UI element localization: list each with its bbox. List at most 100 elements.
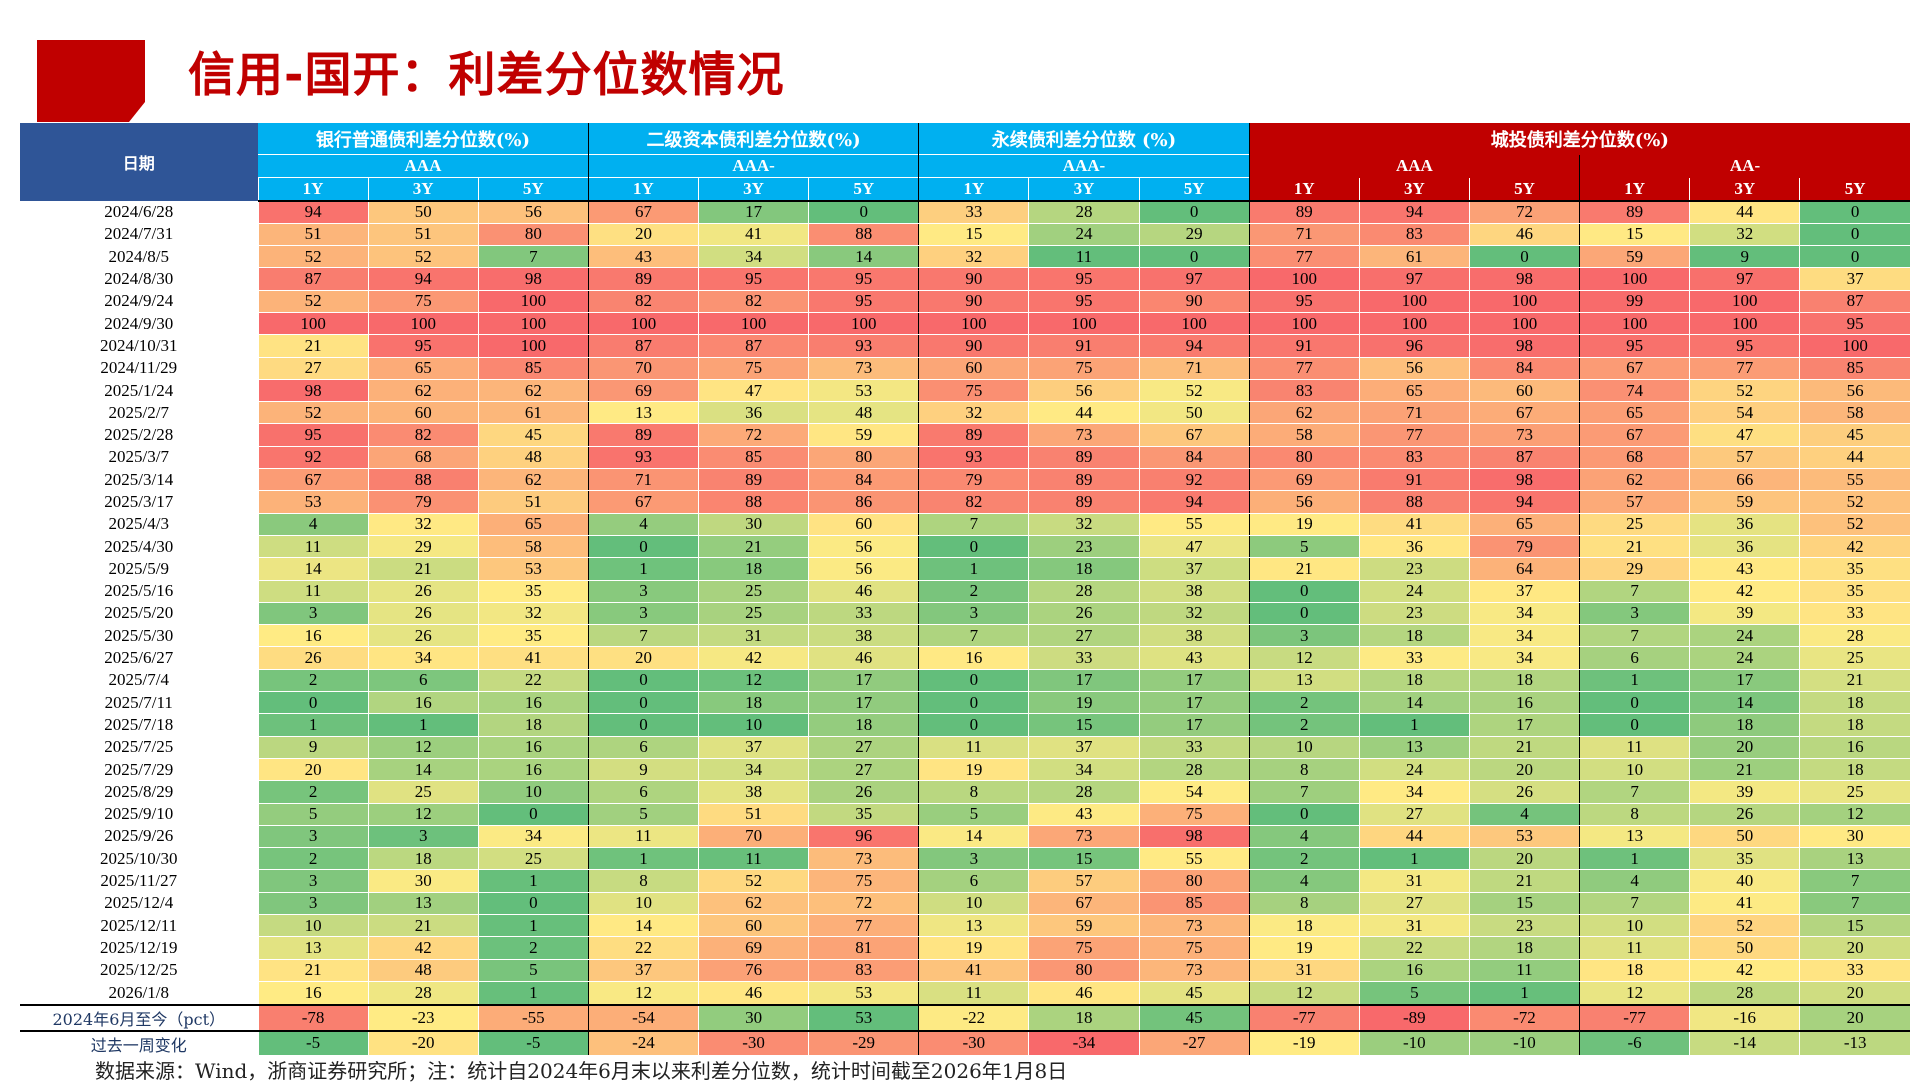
percentile-cell: 42 <box>1689 580 1800 603</box>
change-cell: -55 <box>477 1003 589 1032</box>
percentile-cell: 10 <box>1248 736 1360 759</box>
row-date: 2025/6/27 <box>20 646 258 670</box>
percentile-cell: 20 <box>587 646 699 670</box>
percentile-cell: 58 <box>1248 423 1360 447</box>
percentile-cell: 91 <box>1028 334 1140 358</box>
percentile-cell: 36 <box>1689 535 1800 559</box>
date-column-header: 日期 <box>20 123 258 201</box>
percentile-cell: 73 <box>808 847 919 871</box>
percentile-cell: 100 <box>587 312 699 336</box>
percentile-cell: 16 <box>367 691 479 715</box>
percentile-cell: 59 <box>1689 490 1800 514</box>
percentile-cell: 95 <box>367 334 479 358</box>
table-row: 2025/12/11 10 21 1 14 60 77 13 59 73 18 31 23 10 52 15 <box>20 914 1910 938</box>
change-cell: -6 <box>1579 1029 1690 1057</box>
percentile-cell: 2 <box>257 669 369 693</box>
percentile-cell: 16 <box>1358 959 1470 982</box>
percentile-cell: 95 <box>1028 267 1140 291</box>
percentile-cell: 11 <box>1468 959 1580 982</box>
percentile-cell: 10 <box>587 892 699 916</box>
percentile-cell: 79 <box>918 468 1029 492</box>
percentile-cell: 38 <box>1138 624 1250 648</box>
percentile-cell: 64 <box>1468 557 1580 581</box>
percentile-cell: 84 <box>808 468 919 492</box>
percentile-cell: 95 <box>1028 290 1140 313</box>
percentile-cell: 47 <box>1138 535 1250 559</box>
percentile-cell: 72 <box>1468 201 1580 224</box>
table-row: 2024/7/31 51 51 80 20 41 88 15 24 29 71 83 46 15 32 0 <box>20 223 1910 247</box>
percentile-cell: 0 <box>1248 803 1360 826</box>
percentile-cell: 70 <box>587 357 699 380</box>
percentile-cell: 35 <box>1689 847 1800 871</box>
percentile-cell: 73 <box>1028 825 1140 849</box>
percentile-cell: 18 <box>367 847 479 871</box>
percentile-cell: 30 <box>367 869 479 893</box>
percentile-cell: 100 <box>1689 312 1800 336</box>
percentile-cell: 62 <box>1579 468 1690 492</box>
tenor-header: 3Y <box>1028 177 1140 202</box>
percentile-cell: 10 <box>1579 758 1690 782</box>
percentile-cell: 27 <box>1028 624 1140 648</box>
percentile-cell: 14 <box>918 825 1029 849</box>
percentile-cell: 77 <box>1689 357 1800 380</box>
tenor-header: 5Y <box>808 177 919 202</box>
percentile-cell: 80 <box>1138 869 1250 893</box>
row-date: 2024/9/24 <box>20 290 258 313</box>
percentile-cell: 68 <box>1579 446 1690 470</box>
tenor-header: 1Y <box>257 177 369 202</box>
row-date: 2024/8/30 <box>20 267 258 291</box>
percentile-cell: 13 <box>257 936 369 960</box>
percentile-cell: 88 <box>1358 490 1470 514</box>
percentile-cell: 16 <box>257 981 369 1006</box>
row-date: 2024/11/29 <box>20 357 258 380</box>
percentile-cell: 18 <box>1579 959 1690 982</box>
percentile-cell: 87 <box>697 334 809 358</box>
percentile-cell: 26 <box>257 646 369 670</box>
percentile-cell: 69 <box>697 936 809 960</box>
change-cell: -30 <box>697 1029 809 1057</box>
percentile-cell: 32 <box>918 401 1029 425</box>
percentile-cell: 7 <box>1579 780 1690 804</box>
percentile-cell: 26 <box>367 602 479 626</box>
percentile-cell: 27 <box>808 736 919 759</box>
percentile-cell: 90 <box>1138 290 1250 313</box>
percentile-cell: 73 <box>1138 959 1250 982</box>
percentile-cell: 52 <box>1799 513 1910 536</box>
percentile-cell: 4 <box>1248 869 1360 893</box>
percentile-cell: 42 <box>367 936 479 960</box>
table-row: 2025/5/20 3 26 32 3 25 33 3 26 32 0 23 34 3 39 33 <box>20 602 1910 626</box>
percentile-cell: 0 <box>257 691 369 715</box>
percentile-cell: 94 <box>1468 490 1580 514</box>
percentile-cell: 75 <box>1138 936 1250 960</box>
table-row: 2025/1/24 98 62 62 69 47 53 75 56 52 83 65 60 74 52 56 <box>20 379 1910 403</box>
percentile-cell: 6 <box>918 869 1029 893</box>
percentile-cell: 11 <box>1028 245 1140 269</box>
percentile-cell: 100 <box>1248 267 1360 291</box>
percentile-cell: 11 <box>918 736 1029 759</box>
percentile-cell: 18 <box>1248 914 1360 938</box>
percentile-cell: 67 <box>257 468 369 492</box>
percentile-cell: 90 <box>918 267 1029 291</box>
table-row: 2024/11/29 27 65 85 70 75 73 60 75 71 77 56 84 67 77 85 <box>20 357 1910 380</box>
percentile-cell: 60 <box>697 914 809 938</box>
tenor-header: 3Y <box>1358 177 1470 202</box>
percentile-cell: 48 <box>808 401 919 425</box>
percentile-cell: 100 <box>477 312 589 336</box>
table-row: 2025/7/11 0 16 16 0 18 17 0 19 17 2 14 16 0 14 18 <box>20 691 1910 715</box>
percentile-cell: 46 <box>808 580 919 603</box>
percentile-cell: 88 <box>697 490 809 514</box>
percentile-cell: 7 <box>1799 869 1910 893</box>
percentile-cell: 20 <box>1468 847 1580 871</box>
row-date: 2025/12/4 <box>20 892 258 915</box>
percentile-cell: 82 <box>587 290 699 313</box>
percentile-cell: 52 <box>697 869 809 893</box>
table-row: 2025/7/4 2 6 22 0 12 17 0 17 17 13 18 18 1 17 21 <box>20 669 1910 693</box>
percentile-cell: 0 <box>477 803 589 826</box>
row-date: 2025/3/14 <box>20 468 258 491</box>
percentile-cell: 18 <box>1799 758 1910 782</box>
percentile-cell: 98 <box>1468 334 1580 358</box>
row-date: 2025/7/29 <box>20 758 258 781</box>
percentile-cell: 58 <box>1799 401 1910 425</box>
percentile-cell: 28 <box>1028 201 1140 224</box>
percentile-cell: 100 <box>1468 290 1580 313</box>
